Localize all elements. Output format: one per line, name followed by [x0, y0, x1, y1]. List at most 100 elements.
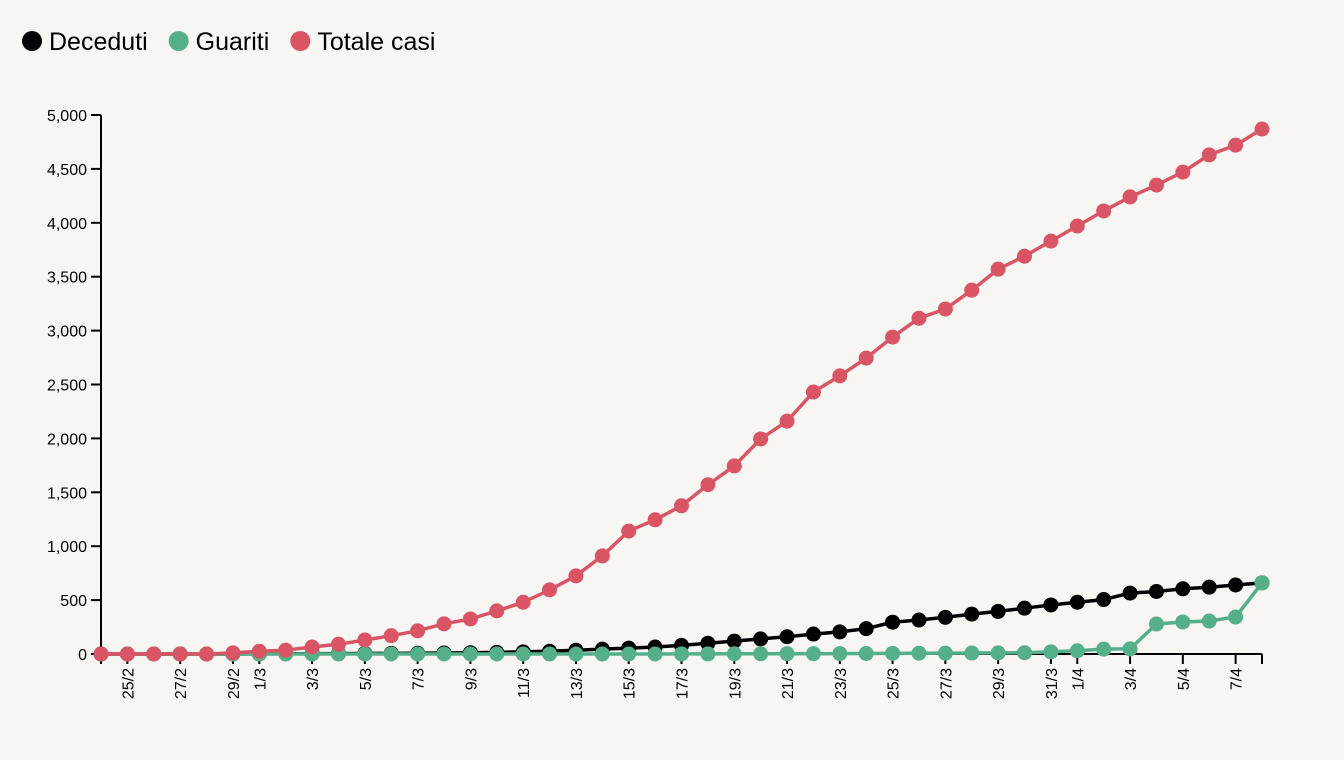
- data-point: [779, 646, 795, 662]
- data-point: [911, 310, 927, 326]
- data-point: [1096, 203, 1112, 219]
- x-tick-label: 7/4: [1229, 668, 1246, 690]
- data-point: [383, 628, 399, 644]
- data-point: [304, 639, 320, 655]
- x-tick-label: 13/3: [569, 668, 586, 699]
- data-point: [726, 458, 742, 474]
- x-tick-label: 29/2: [226, 668, 243, 699]
- data-point: [805, 646, 821, 662]
- data-point: [568, 646, 584, 662]
- data-point: [1201, 147, 1217, 163]
- y-tick-label: 4,000: [47, 216, 87, 233]
- data-point: [964, 645, 980, 661]
- data-point: [330, 636, 346, 652]
- x-tick-label: 25/2: [120, 668, 137, 699]
- y-tick-label: 2,000: [47, 431, 87, 448]
- legend-marker-2: [290, 31, 311, 51]
- data-point: [885, 645, 901, 661]
- data-point: [805, 626, 821, 642]
- data-point: [515, 594, 531, 610]
- data-point: [542, 582, 558, 598]
- data-point: [753, 646, 769, 662]
- x-tick-label: 21/3: [780, 668, 797, 699]
- data-point: [779, 413, 795, 429]
- data-point: [858, 350, 874, 366]
- data-point: [462, 611, 478, 627]
- data-point: [568, 568, 584, 584]
- data-point: [1122, 189, 1138, 205]
- data-point: [594, 646, 610, 662]
- y-tick-label: 4,500: [47, 162, 87, 179]
- data-point: [462, 646, 478, 662]
- y-tick-label: 500: [60, 593, 87, 610]
- x-tick-label: 19/3: [727, 668, 744, 699]
- legend-marker-0: [22, 31, 42, 51]
- data-point: [674, 498, 689, 514]
- data-point: [647, 512, 663, 528]
- data-point: [357, 632, 373, 648]
- data-point: [753, 431, 769, 447]
- x-tick-label: 31/3: [1044, 668, 1061, 699]
- data-point: [964, 282, 980, 298]
- data-point: [832, 368, 848, 384]
- series-line: [101, 127, 1263, 656]
- data-point: [1175, 581, 1191, 597]
- data-point: [805, 384, 821, 400]
- data-point: [911, 612, 927, 628]
- data-point: [1254, 575, 1270, 591]
- data-point: [251, 643, 267, 659]
- data-point: [1017, 645, 1033, 661]
- data-point: [489, 646, 505, 662]
- data-point: [410, 623, 426, 639]
- data-point: [1017, 248, 1033, 264]
- x-tick-label: 27/2: [173, 668, 190, 699]
- data-point: [93, 646, 109, 662]
- data-point: [1043, 644, 1059, 660]
- data-point: [621, 523, 637, 539]
- y-tick-label: 2,500: [47, 378, 87, 395]
- data-point: [1201, 613, 1217, 629]
- y-tick-label: 0: [78, 647, 87, 664]
- data-point: [964, 606, 980, 622]
- data-point: [937, 645, 953, 661]
- data-point: [990, 645, 1006, 661]
- data-point: [832, 646, 848, 662]
- data-point: [225, 645, 241, 661]
- legend: Deceduti Guariti Totale casi: [22, 28, 435, 56]
- y-tick-label: 1,500: [47, 485, 87, 502]
- data-point: [1122, 585, 1138, 601]
- data-point: [779, 629, 795, 645]
- data-point: [383, 646, 399, 662]
- x-tick-label: 29/3: [991, 668, 1008, 699]
- data-point: [489, 603, 505, 619]
- data-point: [542, 646, 558, 662]
- y-tick-label: 5,000: [47, 108, 87, 125]
- data-point: [119, 646, 135, 662]
- data-point: [700, 477, 716, 493]
- series-totale-casi: [93, 121, 1270, 662]
- data-point: [1175, 164, 1191, 180]
- data-point: [357, 646, 373, 662]
- data-point: [515, 646, 531, 662]
- data-point: [1228, 577, 1244, 593]
- x-tick-label: 11/3: [516, 668, 533, 698]
- data-point: [1254, 121, 1270, 137]
- y-tick-label: 1,000: [47, 539, 87, 556]
- data-point: [436, 646, 452, 662]
- x-tick-label: 3/4: [1123, 668, 1140, 690]
- data-point: [858, 645, 874, 661]
- x-tick-label: 27/3: [938, 668, 955, 699]
- x-tick-label: 23/3: [833, 668, 850, 699]
- legend-label: Totale casi: [317, 28, 435, 56]
- data-point: [1017, 600, 1033, 616]
- data-point: [199, 646, 215, 662]
- series-group: [93, 121, 1270, 662]
- legend-label: Deceduti: [49, 28, 148, 56]
- data-point: [1043, 233, 1059, 249]
- data-point: [1122, 641, 1138, 657]
- legend-label: Guariti: [196, 28, 270, 56]
- data-point: [885, 614, 901, 630]
- x-tick-label: 5/3: [358, 668, 375, 690]
- series-guariti: [93, 575, 1270, 662]
